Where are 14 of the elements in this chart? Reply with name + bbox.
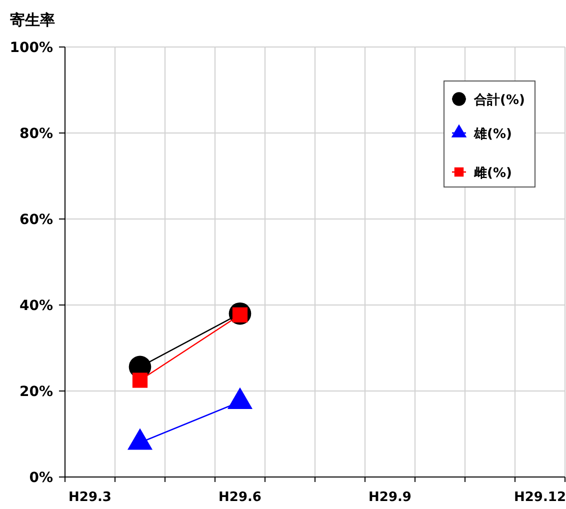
y-tick-label: 80% — [19, 126, 53, 142]
x-tick-label: H29.9 — [368, 490, 412, 505]
x-tick-label: H29.6 — [218, 490, 262, 505]
y-tick-label: 40% — [19, 298, 53, 314]
y-tick-label: 60% — [19, 212, 53, 228]
legend-label: 合計(%) — [473, 92, 525, 108]
x-tick-label: H29.3 — [68, 490, 112, 505]
legend-label: 雌(%) — [473, 166, 512, 181]
x-tick-label: H29.12 — [514, 490, 566, 505]
y-tick-label: 20% — [19, 384, 53, 400]
y-axis-title: 寄生率 — [10, 11, 55, 29]
y-tick-label: 100% — [10, 40, 53, 56]
y-tick-label: 0% — [29, 470, 53, 486]
legend-label: 雄(%) — [473, 127, 512, 142]
